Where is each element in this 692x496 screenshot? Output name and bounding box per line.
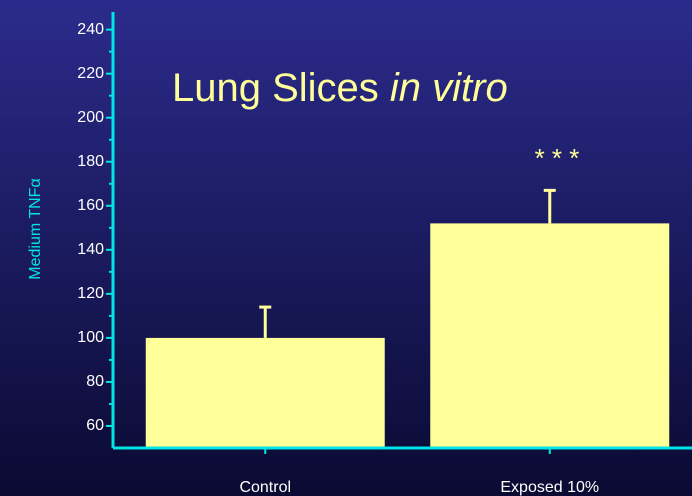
bar: [430, 223, 670, 448]
title-italic: in vitro: [390, 66, 508, 110]
title-main: Lung Slices: [172, 66, 390, 110]
y-tick-label: 120: [77, 285, 104, 302]
y-tick-label: 240: [77, 21, 104, 38]
bar: [145, 337, 385, 448]
y-axis-label: Medium TNFα: [27, 178, 44, 279]
y-tick-label: 180: [77, 153, 104, 170]
y-tick-label: 220: [77, 65, 104, 82]
y-tick-label: 60: [86, 417, 104, 434]
chart-title: Lung Slices in vitro: [172, 66, 508, 110]
y-tick-label: 160: [77, 197, 104, 214]
y-tick-label: 200: [77, 109, 104, 126]
significance-annotation: * * *: [535, 143, 580, 173]
y-tick-label: 80: [86, 373, 104, 390]
y-tick-label: 140: [77, 241, 104, 258]
x-tick-label: Exposed 10%: [500, 479, 599, 496]
y-tick-label: 100: [77, 329, 104, 346]
x-tick-label: Control: [239, 479, 291, 496]
